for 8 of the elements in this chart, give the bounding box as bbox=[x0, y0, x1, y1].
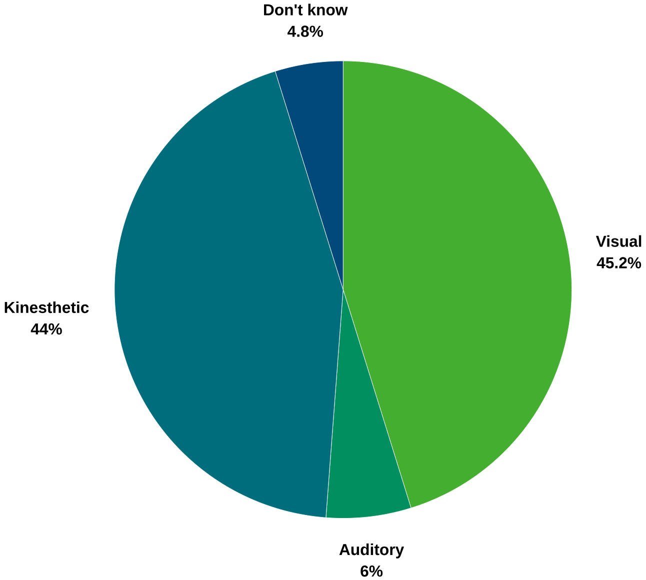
data-label: 6% bbox=[360, 565, 383, 576]
slice-label: Kinesthetic bbox=[4, 301, 89, 313]
data-label: 44% bbox=[30, 323, 62, 334]
data-label: 4.8% bbox=[288, 25, 323, 37]
slice-label: Auditory bbox=[339, 543, 404, 558]
slice-label: Don't know bbox=[264, 4, 348, 16]
data-label: 45.2% bbox=[596, 256, 642, 268]
slice-label: Visual bbox=[596, 235, 642, 247]
